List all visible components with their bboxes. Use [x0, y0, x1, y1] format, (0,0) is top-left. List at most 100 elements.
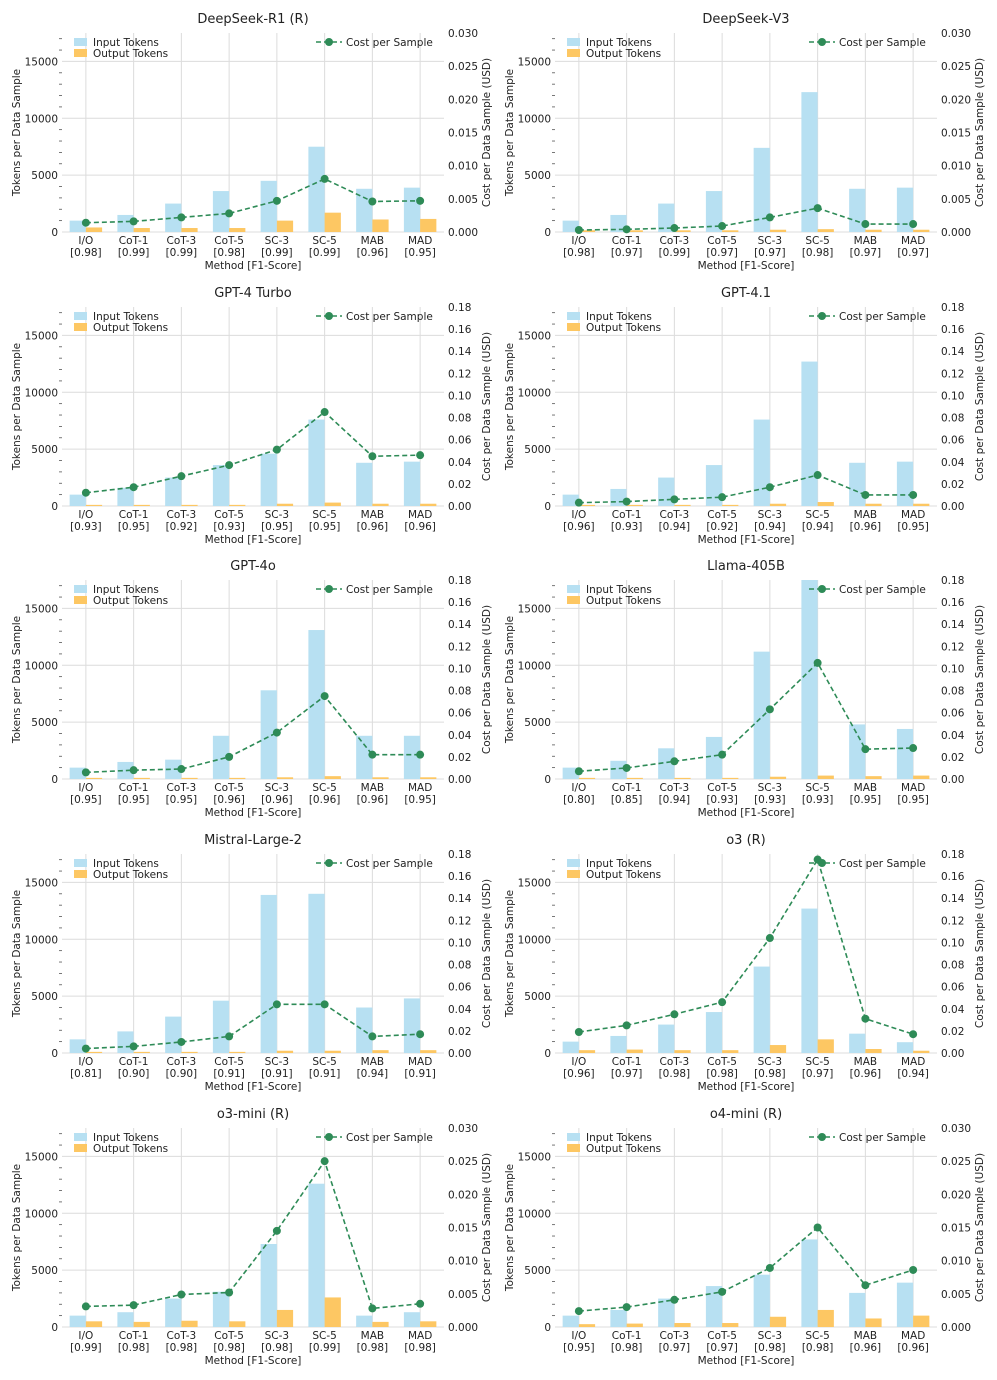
y2-axis-label: Cost per Data Sample (USD) — [481, 58, 493, 207]
x-tick-label: CoT-3 — [660, 1330, 690, 1342]
bar-output-tokens — [372, 503, 389, 506]
bar-input-tokens — [610, 1035, 627, 1053]
bar-output-tokens — [181, 1051, 198, 1053]
bar-output-tokens — [674, 1050, 691, 1053]
x-tick-f1-label: [0.94] — [659, 794, 691, 806]
x-tick-label: CoT-3 — [167, 782, 197, 794]
bar-input-tokens — [260, 894, 277, 1053]
y-tick-label: 5000 — [31, 444, 58, 456]
x-tick-label: CoT-3 — [660, 782, 690, 794]
y2-tick-label: 0.08 — [448, 413, 471, 425]
x-tick-label: MAB — [361, 1056, 384, 1068]
y-tick-label: 0 — [544, 774, 551, 786]
legend-swatch-output — [567, 323, 580, 331]
y2-tick-label: 0.020 — [448, 1189, 478, 1201]
x-tick-f1-label: [0.98] — [261, 1342, 293, 1354]
bar-output-tokens — [722, 1323, 739, 1327]
y2-tick-label: 0.06 — [448, 982, 472, 994]
y2-tick-label: 0.10 — [941, 663, 964, 675]
y2-tick-label: 0.18 — [448, 575, 471, 587]
y2-tick-label: 0.030 — [941, 28, 971, 40]
cost-point — [225, 752, 234, 761]
cost-point — [368, 197, 377, 206]
legend-label-cost: Cost per Sample — [346, 1132, 433, 1144]
x-tick-label: SC-3 — [265, 1330, 289, 1342]
x-tick-label: MAD — [901, 1330, 925, 1342]
legend-marker-cost — [325, 859, 333, 867]
legend-label-cost: Cost per Sample — [839, 584, 926, 596]
cost-point — [177, 1290, 186, 1299]
y2-tick-label: 0.08 — [941, 413, 964, 425]
legend-marker-cost — [818, 585, 826, 593]
bar-input-tokens — [117, 1031, 134, 1053]
legend-label-output: Output Tokens — [93, 1143, 168, 1155]
legend-label-input: Input Tokens — [93, 858, 159, 870]
x-tick-f1-label: [0.98] — [118, 1342, 150, 1354]
bar-output-tokens — [324, 1297, 341, 1327]
y2-tick-label: 0.000 — [941, 1322, 971, 1334]
bar-input-tokens — [705, 1286, 723, 1327]
bar-output-tokens — [229, 504, 246, 506]
y-tick-label: 10000 — [25, 387, 58, 399]
cost-point — [813, 204, 822, 213]
chart-panel-6: 0 5000 10000 15000 0.00 0.02 0.04 0.06 0.08 0.10 0… — [504, 559, 986, 819]
x-tick-label: CoT-3 — [660, 235, 690, 247]
bar-output-tokens — [578, 1050, 596, 1053]
x-tick-f1-label: [0.91] — [261, 1068, 293, 1080]
x-tick-f1-label: [0.98] — [166, 1342, 198, 1354]
x-tick-label: CoT-5 — [214, 509, 244, 521]
bar-output-tokens — [913, 229, 930, 232]
bar-output-tokens — [229, 1321, 246, 1327]
y-tick-label: 0 — [51, 1048, 58, 1060]
x-tick-f1-label: [0.98] — [357, 1342, 389, 1354]
cost-point — [81, 1044, 90, 1053]
x-tick-f1-label: [0.91] — [213, 1068, 245, 1080]
cost-line — [578, 857, 914, 1035]
x-tick-label: MAB — [361, 509, 384, 521]
y2-tick-label: 0.015 — [448, 1223, 478, 1235]
bar-input-tokens — [308, 630, 325, 779]
bar-output-tokens — [420, 1050, 437, 1053]
y2-tick-label: 0.18 — [941, 575, 964, 587]
x-tick-f1-label: [0.98] — [404, 1342, 436, 1354]
y-tick-label: 5000 — [524, 444, 551, 456]
cost-point — [909, 220, 918, 229]
y-axis-label: Tokens per Data Sample — [11, 69, 23, 197]
cost-point — [909, 1265, 918, 1274]
y2-tick-label: 0.015 — [448, 128, 478, 140]
y-tick-label: 5000 — [524, 170, 551, 182]
cost-point — [765, 483, 774, 492]
cost-point — [81, 1302, 90, 1311]
bar-output-tokens — [626, 777, 643, 779]
y2-tick-label: 0.18 — [448, 302, 471, 314]
chart-panel-8: 0 5000 10000 15000 0.00 0.02 0.04 0.06 0.08 0.10 0… — [504, 833, 986, 1093]
x-tick-f1-label: [0.96] — [897, 1342, 929, 1354]
chart-title: Llama-405B — [707, 559, 785, 574]
x-tick-label: I/O — [78, 509, 93, 521]
y-tick-label: 5000 — [524, 991, 551, 1003]
x-tick-label: SC-5 — [805, 1330, 829, 1342]
chart-title: GPT-4.1 — [721, 286, 771, 301]
y2-tick-label: 0.06 — [448, 708, 472, 720]
y-axis-label: Tokens per Data Sample — [504, 69, 516, 197]
bar-input-tokens — [403, 461, 421, 506]
cost-point — [225, 1032, 234, 1041]
y-tick-label: 15000 — [518, 603, 551, 615]
legend-swatch-input — [74, 1133, 87, 1141]
x-tick-f1-label: [0.95] — [309, 521, 341, 533]
x-tick-label: I/O — [571, 782, 586, 794]
bar-input-tokens — [658, 748, 675, 779]
x-tick-label: I/O — [78, 1330, 93, 1342]
cost-line — [85, 1159, 421, 1310]
bar-output-tokens — [817, 229, 834, 232]
x-axis-label: Method [F1-Score] — [698, 1081, 795, 1093]
x-tick-f1-label: [0.96] — [850, 1068, 882, 1080]
x-tick-f1-label: [0.96] — [357, 794, 389, 806]
legend-swatch-output — [74, 49, 87, 57]
x-tick-f1-label: [0.99] — [261, 247, 293, 259]
y2-tick-label: 0.025 — [448, 61, 478, 73]
cost-point — [320, 692, 329, 701]
y2-tick-label: 0.005 — [941, 194, 971, 206]
